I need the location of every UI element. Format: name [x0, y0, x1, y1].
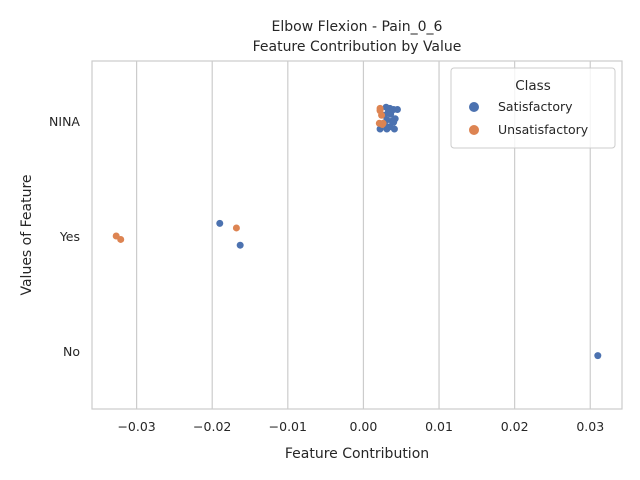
x-tick-label: −0.03	[117, 419, 155, 434]
y-tick-label: NINA	[49, 114, 80, 129]
legend-marker-unsatisfactory	[469, 125, 479, 135]
chart-subtitle: Feature Contribution by Value	[253, 39, 462, 55]
data-point-satisfactory	[383, 125, 391, 133]
x-tick-label: 0.02	[501, 419, 529, 434]
x-tick-label: 0.00	[350, 419, 378, 434]
chart-title: Elbow Flexion - Pain_0_6	[272, 19, 443, 35]
data-point-unsatisfactory	[232, 224, 240, 232]
data-point-satisfactory	[216, 219, 224, 227]
y-tick-label: Yes	[59, 229, 80, 244]
x-axis-label: Feature Contribution	[285, 446, 429, 462]
gridlines	[136, 61, 591, 409]
data-point-satisfactory	[236, 241, 244, 249]
legend-label-unsatisfactory: Unsatisfactory	[498, 122, 589, 137]
legend-label-satisfactory: Satisfactory	[498, 99, 573, 114]
legend-title: Class	[515, 78, 551, 94]
data-point-satisfactory	[594, 352, 602, 360]
x-tick-label: 0.01	[425, 419, 453, 434]
data-point-unsatisfactory	[378, 111, 386, 119]
data-point-unsatisfactory	[117, 235, 125, 243]
legend-marker-satisfactory	[469, 102, 479, 112]
data-points	[112, 103, 602, 360]
x-tick-label: −0.02	[193, 419, 231, 434]
x-tick-label: 0.03	[576, 419, 604, 434]
data-point-satisfactory	[390, 125, 398, 133]
legend-box	[450, 67, 616, 149]
y-tick-label: No	[63, 344, 80, 359]
y-axis-label: Values of Feature	[19, 174, 35, 295]
legend: Class Satisfactory Unsatisfactory	[450, 67, 616, 149]
x-tick-label: −0.01	[269, 419, 307, 434]
x-tick-labels: −0.03 −0.02 −0.01 0.00 0.01 0.02 0.03	[117, 419, 604, 434]
data-point-unsatisfactory	[378, 120, 386, 128]
data-point-satisfactory	[393, 106, 401, 113]
plot-frame	[91, 60, 623, 410]
data-point-satisfactory	[387, 110, 395, 118]
y-tick-labels: NINA Yes No	[49, 114, 80, 359]
